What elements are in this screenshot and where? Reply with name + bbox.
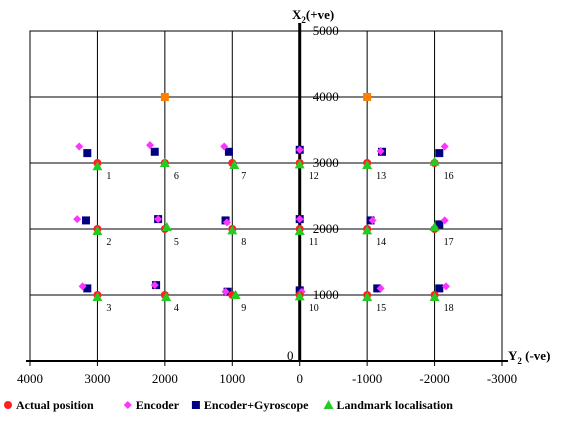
encoder-point xyxy=(150,281,159,290)
encoder-point xyxy=(75,142,84,151)
marker-point xyxy=(160,93,169,101)
legend-label-encoder-gyroscope: Encoder+Gyroscope xyxy=(204,398,309,412)
landmark-localisation-point xyxy=(229,159,240,169)
encoder-gyroscope-point xyxy=(83,149,92,158)
encoder-point xyxy=(368,216,377,225)
point-label: 6 xyxy=(174,171,179,182)
point-label: 7 xyxy=(241,171,246,182)
point-label: 13 xyxy=(376,171,386,182)
point-label: 5 xyxy=(174,237,179,248)
point-label: 11 xyxy=(309,237,319,248)
tick-labels: 4000 3000 2000 1000 0 -1000 -2000 -3000 1000 2000… xyxy=(17,23,517,386)
encoder-point xyxy=(295,215,304,224)
x-tick-label: 0 xyxy=(296,371,303,386)
landmark-localisation-point xyxy=(159,158,170,167)
point-label: 18 xyxy=(444,303,454,314)
x-tick-label: 1000 xyxy=(219,371,245,386)
encoder-point xyxy=(442,282,451,291)
data-points xyxy=(73,93,451,301)
y-tick-label: 1000 xyxy=(313,287,339,302)
point-label: 10 xyxy=(309,303,319,314)
encoder-gyroscope-point xyxy=(224,147,233,156)
x-tick-label: 2000 xyxy=(152,371,178,386)
encoder-point xyxy=(376,147,385,156)
point-label: 17 xyxy=(444,237,454,248)
encoder-gyroscope-point xyxy=(150,147,159,156)
landmark-localisation-point xyxy=(294,159,305,169)
encoder-point xyxy=(295,145,304,154)
y-axis-title: X2(+ve) xyxy=(292,7,334,25)
landmark-localisation-point xyxy=(362,159,373,169)
legend-marker-encoder-gyroscope xyxy=(191,401,200,409)
point-label: 16 xyxy=(444,171,454,182)
encoder-gyroscope-point xyxy=(435,149,444,158)
landmark-localisation-point xyxy=(161,291,172,301)
encoder-point xyxy=(78,282,87,291)
legend-item-landmark-localisation: Landmark localisation xyxy=(323,398,454,412)
y-tick-label: 2000 xyxy=(313,221,339,236)
legend-marker-actual-position xyxy=(4,401,12,409)
axis-titles: X2(+ve) Y2 (-ve) 0 xyxy=(287,7,550,366)
legend-item-actual-position: Actual position xyxy=(4,398,94,412)
legend-marker-landmark-localisation xyxy=(323,400,334,409)
point-label: 12 xyxy=(309,171,319,182)
encoder-gyroscope-point xyxy=(81,216,90,225)
encoder-gyroscope-point xyxy=(435,284,444,293)
legend-item-encoder: Encoder xyxy=(123,398,180,412)
axes xyxy=(26,23,508,362)
point-label: 8 xyxy=(241,237,246,248)
point-label: 4 xyxy=(174,303,179,314)
legend: Actual position Encoder Encoder+Gyroscope L… xyxy=(4,398,453,412)
point-label: 14 xyxy=(376,237,386,248)
encoder-point xyxy=(73,215,82,224)
y-tick-label: 4000 xyxy=(313,89,339,104)
landmark-localisation-point xyxy=(230,290,241,299)
marker-point xyxy=(363,93,372,101)
encoder-point xyxy=(222,218,231,227)
x-axis-title: Y2 (-ve) xyxy=(508,348,550,366)
x-tick-label: -3000 xyxy=(487,371,517,386)
encoder-point xyxy=(440,216,449,225)
landmark-localisation-point xyxy=(429,156,440,166)
point-labels: 1 6 7 12 13 162 5 8 11 14 173 4 9 10 15 18 xyxy=(106,171,453,314)
landmark-localisation-point xyxy=(429,222,440,232)
point-label: 15 xyxy=(376,303,386,314)
x-tick-label: 4000 xyxy=(17,371,43,386)
legend-item-encoder-gyroscope: Encoder+Gyroscope xyxy=(191,398,309,412)
landmark-localisation-point xyxy=(294,225,305,235)
x-tick-label: 3000 xyxy=(84,371,110,386)
x-tick-label: -1000 xyxy=(352,371,382,386)
encoder-gyroscope-point xyxy=(435,220,444,229)
landmark-localisation-point xyxy=(362,291,373,301)
legend-marker-encoder xyxy=(123,401,132,409)
encoder-point xyxy=(376,284,385,293)
landmark-localisation-point xyxy=(294,291,305,301)
landmark-localisation-point xyxy=(161,222,172,232)
point-label: 9 xyxy=(241,303,246,314)
legend-label-actual-position: Actual position xyxy=(16,398,94,412)
encoder-point xyxy=(154,215,163,224)
encoder-gyroscope-point xyxy=(83,284,92,293)
encoder-point xyxy=(146,141,155,150)
point-label: 3 xyxy=(106,303,111,314)
encoder-point xyxy=(221,287,230,296)
x-tick-label: -2000 xyxy=(419,371,449,386)
encoder-point xyxy=(440,142,449,151)
encoder-point xyxy=(220,142,229,151)
landmark-localisation-point xyxy=(92,291,103,301)
y-tick-label: 5000 xyxy=(313,23,339,38)
landmark-localisation-point xyxy=(92,225,103,235)
landmark-localisation-point xyxy=(227,225,238,235)
origin-label: 0 xyxy=(287,348,294,363)
landmark-localisation-point xyxy=(429,291,440,301)
point-label: 2 xyxy=(106,237,111,248)
legend-label-encoder: Encoder xyxy=(136,398,180,412)
y-tick-label: 3000 xyxy=(313,155,339,170)
landmark-localisation-point xyxy=(362,225,373,235)
landmark-localisation-point xyxy=(92,161,103,171)
point-label: 1 xyxy=(106,171,111,182)
legend-label-landmark-localisation: Landmark localisation xyxy=(337,398,454,412)
